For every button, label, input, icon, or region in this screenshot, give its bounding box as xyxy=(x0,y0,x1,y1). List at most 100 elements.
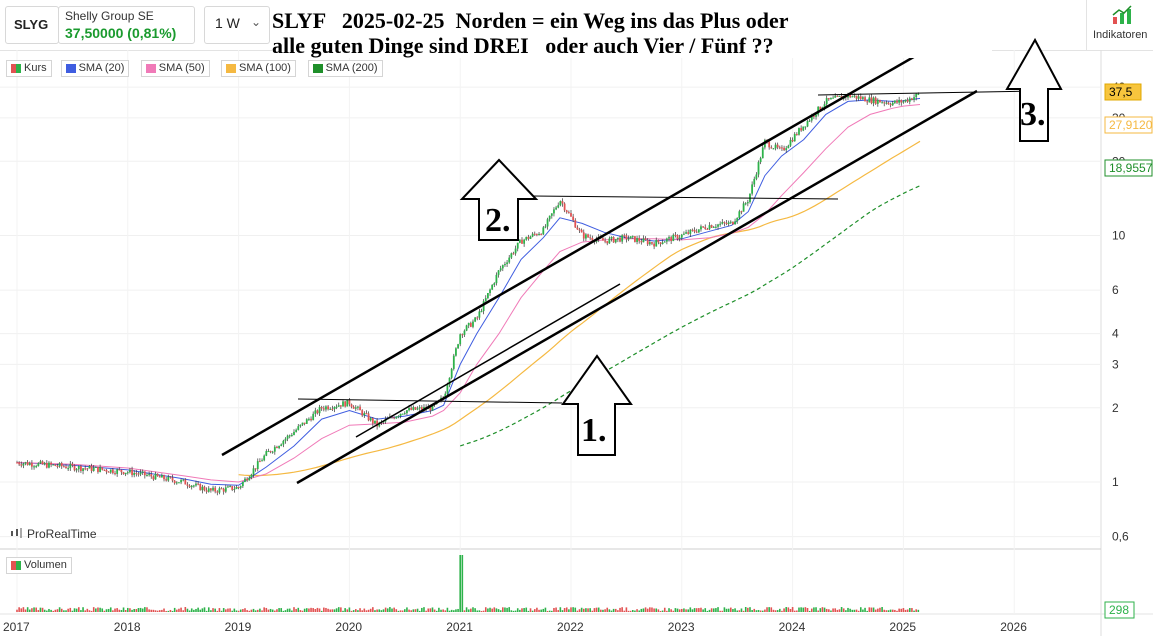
volume-bar xyxy=(269,608,272,612)
volume-bar xyxy=(857,610,860,612)
volume-bar xyxy=(868,607,871,612)
candle-body xyxy=(374,420,376,424)
volume-bar xyxy=(898,608,900,612)
candle-body xyxy=(201,486,204,491)
candle-body xyxy=(804,126,807,128)
candle-body xyxy=(118,469,121,471)
volume-bar xyxy=(906,609,909,612)
volume-bar xyxy=(646,608,649,612)
volume-bar xyxy=(629,610,632,612)
candle-body xyxy=(625,235,628,240)
candle-body xyxy=(546,219,549,227)
legend-kurs[interactable]: Kurs xyxy=(6,60,52,77)
y-tick-label: 0,6 xyxy=(1112,530,1129,544)
candle-body xyxy=(233,489,236,491)
volume-bar xyxy=(832,608,834,612)
y-tick-label: 1 xyxy=(1112,475,1119,489)
volume-bar xyxy=(152,609,155,612)
candle-body xyxy=(376,420,378,427)
volume-bar xyxy=(252,608,255,612)
volume-bar xyxy=(585,608,587,612)
volume-bar xyxy=(593,608,596,612)
legend-sma50[interactable]: SMA (50) xyxy=(140,60,210,77)
candle-body xyxy=(463,330,466,335)
volume-bar xyxy=(361,610,363,612)
volume-bar xyxy=(380,610,383,612)
candle-body xyxy=(299,424,302,427)
candle-body xyxy=(371,418,374,424)
candle-body xyxy=(188,485,191,488)
candle-body xyxy=(815,114,817,117)
volume-bar xyxy=(802,607,805,612)
candle-body xyxy=(337,405,340,407)
candle-body xyxy=(691,229,694,231)
volume-bar xyxy=(755,610,758,612)
indicators-button[interactable]: Indikatoren xyxy=(1086,0,1153,50)
volume-bar xyxy=(342,610,344,612)
candle-body xyxy=(339,405,342,407)
candle-body xyxy=(331,408,334,410)
volume-bar xyxy=(139,607,142,612)
candle-body xyxy=(917,93,920,95)
candle-body xyxy=(853,95,856,97)
candle-body xyxy=(48,462,50,468)
candle-body xyxy=(487,293,489,299)
volume-bar xyxy=(783,608,785,612)
candle-body xyxy=(71,463,74,466)
indicators-label: Indikatoren xyxy=(1093,29,1148,41)
candle-body xyxy=(365,413,368,415)
volume-bar xyxy=(894,609,896,612)
volume-bar xyxy=(84,610,86,612)
candle-body xyxy=(429,406,432,411)
volume-bar xyxy=(282,610,285,612)
candle-body xyxy=(312,413,315,421)
candle-body xyxy=(491,284,494,290)
volume-bar xyxy=(687,609,689,612)
legend-sma200[interactable]: SMA (200) xyxy=(307,60,383,77)
legend-volume[interactable]: Volumen xyxy=(6,557,72,574)
candle-body xyxy=(286,435,289,439)
candle-body xyxy=(114,473,116,475)
volume-bar xyxy=(329,609,332,612)
volume-bar xyxy=(565,607,568,612)
volume-bar xyxy=(559,607,562,612)
volume-bar xyxy=(412,609,415,612)
volume-bar xyxy=(634,610,636,612)
volume-bar xyxy=(497,609,500,612)
volume-bar xyxy=(472,607,474,612)
volume-bar xyxy=(195,608,197,612)
candle-body xyxy=(714,226,717,228)
volume-bar xyxy=(659,610,662,612)
volume-bar xyxy=(97,607,99,612)
candle-body xyxy=(141,471,144,473)
interval-select[interactable]: 1 W ⌄ xyxy=(204,6,270,44)
candle-body xyxy=(751,184,754,194)
volume-bar xyxy=(359,608,361,612)
candle-body xyxy=(126,472,129,474)
symbol-field[interactable]: SLYG xyxy=(5,6,59,44)
candle-body xyxy=(348,399,351,405)
volume-bar xyxy=(766,607,768,612)
legend-sma20[interactable]: SMA (20) xyxy=(60,60,130,77)
x-tick-label: 2017 xyxy=(3,620,30,634)
candle-body xyxy=(695,231,698,233)
candle-body xyxy=(540,233,543,235)
candle-body xyxy=(770,147,773,149)
candle-body xyxy=(207,488,210,492)
volume-bar xyxy=(572,607,574,612)
volume-bar xyxy=(212,608,214,612)
volume-bar xyxy=(75,608,78,612)
candle-body xyxy=(508,257,511,263)
candle-body xyxy=(56,465,59,467)
volume-bar xyxy=(870,607,873,612)
candle-body xyxy=(661,242,664,245)
candle-body xyxy=(361,410,364,416)
volume-bar xyxy=(286,608,289,612)
volume-bar xyxy=(118,609,121,612)
candle-body xyxy=(197,483,200,485)
legend-sma100[interactable]: SMA (100) xyxy=(221,60,296,77)
candle-body xyxy=(614,239,617,243)
indicators-icon xyxy=(1112,5,1132,24)
candle-body xyxy=(395,416,398,419)
